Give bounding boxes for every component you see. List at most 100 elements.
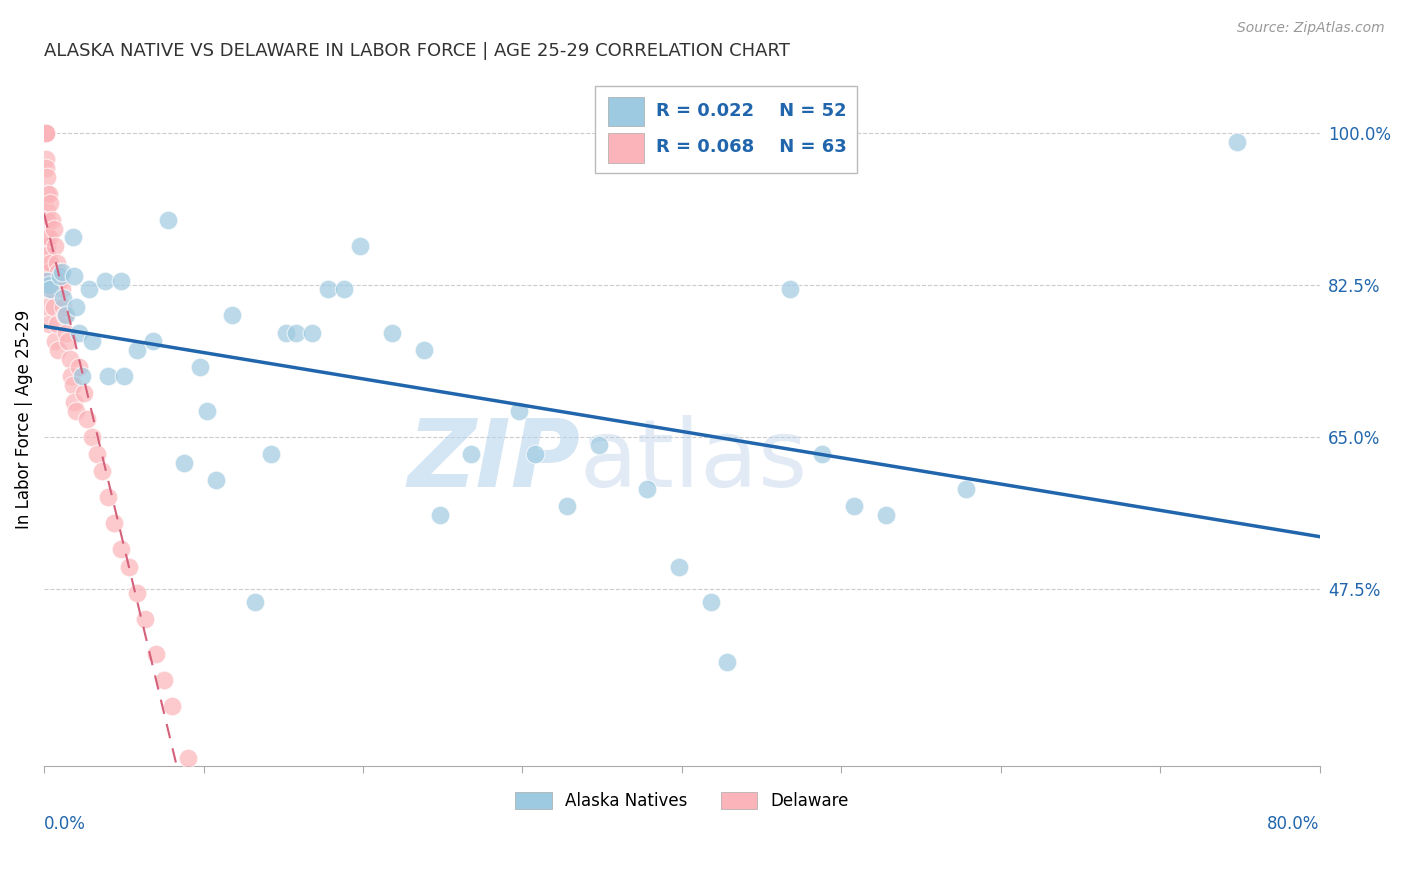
Point <box>205 473 228 487</box>
Point <box>152 673 174 687</box>
Point <box>117 559 139 574</box>
Point <box>37 239 59 253</box>
Point <box>38 186 60 201</box>
Point <box>508 403 530 417</box>
Point <box>259 447 281 461</box>
Point <box>80 430 103 444</box>
Point <box>112 369 135 384</box>
Point <box>316 282 339 296</box>
Point <box>157 213 180 227</box>
Point <box>97 369 120 384</box>
Point <box>41 213 63 227</box>
Point <box>49 274 72 288</box>
Point <box>35 126 58 140</box>
Point <box>41 282 63 296</box>
Point <box>65 300 87 314</box>
Point <box>45 256 67 270</box>
Point <box>636 482 658 496</box>
Point <box>45 317 67 331</box>
Y-axis label: In Labor Force | Age 25-29: In Labor Force | Age 25-29 <box>15 310 32 529</box>
Point <box>110 542 132 557</box>
Point <box>35 126 58 140</box>
Point <box>39 195 62 210</box>
Text: 0.0%: 0.0% <box>44 815 86 833</box>
Point <box>62 230 84 244</box>
Point <box>37 274 59 288</box>
Point <box>37 186 59 201</box>
Text: Source: ZipAtlas.com: Source: ZipAtlas.com <box>1237 21 1385 35</box>
Point <box>412 343 434 357</box>
Legend: Alaska Natives, Delaware: Alaska Natives, Delaware <box>508 786 856 817</box>
Point <box>39 256 62 270</box>
Point <box>35 126 58 140</box>
Point <box>875 508 897 522</box>
Point <box>460 447 482 461</box>
Point <box>37 230 59 244</box>
Point <box>56 334 79 349</box>
Point <box>67 360 90 375</box>
Point <box>37 265 59 279</box>
Point <box>333 282 356 296</box>
Point <box>134 612 156 626</box>
Text: ALASKA NATIVE VS DELAWARE IN LABOR FORCE | AGE 25-29 CORRELATION CHART: ALASKA NATIVE VS DELAWARE IN LABOR FORCE… <box>44 42 790 60</box>
Point <box>842 499 865 513</box>
FancyBboxPatch shape <box>595 87 856 173</box>
Point <box>35 126 58 140</box>
Point <box>190 360 212 375</box>
Point <box>38 317 60 331</box>
Point <box>221 308 243 322</box>
Point <box>955 482 977 496</box>
Point <box>37 204 59 219</box>
Point <box>35 152 58 166</box>
Point <box>381 326 404 340</box>
Point <box>160 698 183 713</box>
Point <box>38 230 60 244</box>
Point <box>35 126 58 140</box>
Point <box>55 326 77 340</box>
Point <box>52 300 75 314</box>
Point <box>67 326 90 340</box>
Point <box>1226 135 1249 149</box>
Point <box>38 277 60 292</box>
Point <box>811 447 834 461</box>
Point <box>668 559 690 574</box>
Point <box>51 282 73 296</box>
Text: ZIP: ZIP <box>406 415 579 507</box>
Point <box>103 516 125 531</box>
Point <box>59 351 82 366</box>
Point <box>555 499 578 513</box>
Point <box>39 282 62 296</box>
Point <box>73 386 96 401</box>
Point <box>72 369 94 384</box>
Point <box>37 282 59 296</box>
Point <box>63 395 86 409</box>
Point <box>63 269 86 284</box>
Point <box>285 326 308 340</box>
Point <box>524 447 547 461</box>
Point <box>42 221 65 235</box>
Point <box>173 456 195 470</box>
Point <box>86 447 108 461</box>
Point <box>276 326 298 340</box>
Point <box>49 269 72 284</box>
Point <box>349 239 371 253</box>
Point <box>195 403 218 417</box>
Text: R = 0.022    N = 52: R = 0.022 N = 52 <box>657 103 846 120</box>
Point <box>145 647 167 661</box>
Point <box>110 274 132 288</box>
Point <box>35 126 58 140</box>
Point <box>65 403 87 417</box>
Point <box>125 586 148 600</box>
Point <box>48 265 70 279</box>
Point <box>35 126 58 140</box>
Point <box>699 594 721 608</box>
Point <box>243 594 266 608</box>
Text: R = 0.068    N = 63: R = 0.068 N = 63 <box>657 138 848 156</box>
Point <box>97 491 120 505</box>
Point <box>62 377 84 392</box>
Point <box>90 464 112 478</box>
Point <box>429 508 451 522</box>
Point <box>93 274 115 288</box>
Text: atlas: atlas <box>579 415 808 507</box>
Point <box>37 247 59 261</box>
